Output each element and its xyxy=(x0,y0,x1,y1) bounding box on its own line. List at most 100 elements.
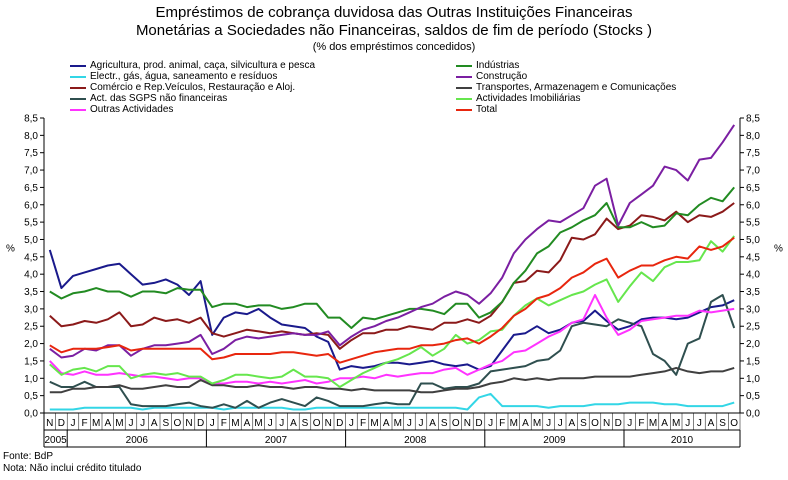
x-tick-label-month: A xyxy=(568,418,575,429)
chart-subtitle: (% dos empréstimos concedidos) xyxy=(312,41,476,53)
series-line-2 xyxy=(49,392,735,411)
x-year-label: 2010 xyxy=(671,435,694,446)
y-tick-label-left: 5,5 xyxy=(24,218,38,229)
x-tick-label-month: N xyxy=(185,418,192,429)
x-tick-label-month: J xyxy=(407,418,412,429)
x-year-label: 2009 xyxy=(543,435,566,446)
series-line-3 xyxy=(49,202,735,350)
y-tick-label-left: 1,0 xyxy=(24,374,38,385)
y-tick-label-right: 7,0 xyxy=(746,166,760,177)
x-year-label: 2008 xyxy=(404,435,427,446)
y-tick-label-left: 5,0 xyxy=(24,235,38,246)
x-tick-label-month: M xyxy=(92,418,100,429)
legend-swatch xyxy=(70,98,86,100)
chart-title-line1: Empréstimos de cobrança duvidosa das Out… xyxy=(155,4,633,21)
y-tick-label-right: 3,5 xyxy=(746,287,760,298)
y-tick-label-right: 4,5 xyxy=(746,252,760,263)
x-tick-label-month: F xyxy=(221,418,227,429)
x-tick-label-month: N xyxy=(603,418,610,429)
x-tick-label-month: O xyxy=(174,418,182,429)
legend-swatch xyxy=(70,76,86,78)
y-tick-label-left: 3,0 xyxy=(24,304,38,315)
x-tick-label-month: O xyxy=(591,418,599,429)
x-tick-label-month: S xyxy=(162,418,169,429)
y-tick-label-right: 1,5 xyxy=(746,356,760,367)
legend-label: Comércio e Rep.Veículos, Restauração e A… xyxy=(90,82,296,93)
legend-swatch xyxy=(456,65,472,67)
legend-swatch xyxy=(456,109,472,111)
x-tick-label-month: J xyxy=(558,418,563,429)
y-tick-label-left: 3,5 xyxy=(24,287,38,298)
x-tick-label-month: S xyxy=(719,418,726,429)
y-tick-label-right: 5,0 xyxy=(746,235,760,246)
chart-title-line2: Monetárias a Sociedades não Financeiras,… xyxy=(135,22,653,39)
x-tick-label-month: F xyxy=(360,418,366,429)
x-tick-label-month: J xyxy=(268,418,273,429)
legend: Agricultura, prod. animal, caça, silvicu… xyxy=(0,58,788,118)
y-tick-label-left: 6,0 xyxy=(24,200,38,211)
series-line-8 xyxy=(49,366,735,394)
x-tick-label-month: M xyxy=(115,418,123,429)
x-tick-label-month: A xyxy=(708,418,715,429)
series-line-4 xyxy=(49,294,736,409)
x-year-label: 2007 xyxy=(265,435,288,446)
y-axis-label-right: % xyxy=(774,244,783,255)
legend-swatch xyxy=(70,109,86,111)
x-tick-label-month: D xyxy=(197,418,204,429)
legend-label: Indústrias xyxy=(476,60,520,71)
x-tick-label-month: M xyxy=(649,418,657,429)
x-tick-label-month: J xyxy=(349,418,354,429)
x-tick-label-month: A xyxy=(522,418,529,429)
legend-swatch xyxy=(456,87,472,89)
x-tick-label-month: M xyxy=(533,418,541,429)
x-tick-label-month: D xyxy=(615,418,622,429)
y-tick-label-right: 3,0 xyxy=(746,304,760,315)
legend-swatch xyxy=(456,76,472,78)
series-line-9 xyxy=(49,235,736,388)
y-tick-label-right: 5,5 xyxy=(746,218,760,229)
y-tick-label-right: 2,5 xyxy=(746,322,760,333)
x-tick-label-month: N xyxy=(46,418,53,429)
y-tick-label-right: 6,5 xyxy=(746,183,760,194)
series-line-1 xyxy=(48,249,735,371)
x-tick-label-month: O xyxy=(313,418,321,429)
x-tick-label-month: J xyxy=(627,418,632,429)
x-tick-label-month: J xyxy=(419,418,424,429)
x-tick-label-month: J xyxy=(279,418,284,429)
y-tick-label-right: 0,5 xyxy=(746,391,760,402)
x-tick-label-month: J xyxy=(685,418,690,429)
x-tick-label-month: A xyxy=(290,418,297,429)
x-year-label: 2006 xyxy=(126,435,149,446)
series-line-6 xyxy=(49,186,735,329)
x-tick-label-month: A xyxy=(244,418,251,429)
y-tick-label-right: 7,5 xyxy=(746,148,760,159)
x-tick-label-month: D xyxy=(58,418,65,429)
y-tick-label-left: 1,5 xyxy=(24,356,38,367)
series-line-7 xyxy=(49,124,736,359)
y-tick-label-right: 6,0 xyxy=(746,200,760,211)
y-tick-label-left: 7,0 xyxy=(24,166,38,177)
y-tick-label-left: 6,5 xyxy=(24,183,38,194)
y-axis-label-left: % xyxy=(6,244,15,255)
x-tick-label-month: F xyxy=(82,418,88,429)
y-tick-label-right: 8,5 xyxy=(746,114,760,125)
legend-label: Agricultura, prod. animal, caça, silvicu… xyxy=(90,60,316,71)
x-tick-label-month: D xyxy=(336,418,343,429)
x-tick-label-month: A xyxy=(104,418,111,429)
x-tick-label-month: M xyxy=(254,418,262,429)
x-tick-label-month: A xyxy=(383,418,390,429)
y-tick-label-left: 8,0 xyxy=(24,131,38,142)
legend-label: Transportes, Armazenagem e Comunicações xyxy=(476,82,677,93)
x-tick-label-month: M xyxy=(394,418,402,429)
x-tick-label-month: A xyxy=(661,418,668,429)
y-tick-label-left: 0,5 xyxy=(24,391,38,402)
x-tick-label-month: M xyxy=(231,418,239,429)
x-tick-label-month: J xyxy=(546,418,551,429)
series-line-10 xyxy=(49,236,735,364)
x-tick-label-month: N xyxy=(325,418,332,429)
x-year-label: 2005 xyxy=(44,435,67,446)
x-tick-label-month: M xyxy=(672,418,680,429)
x-tick-label-month: S xyxy=(302,418,309,429)
footnote-source: Fonte: BdP xyxy=(3,451,54,462)
